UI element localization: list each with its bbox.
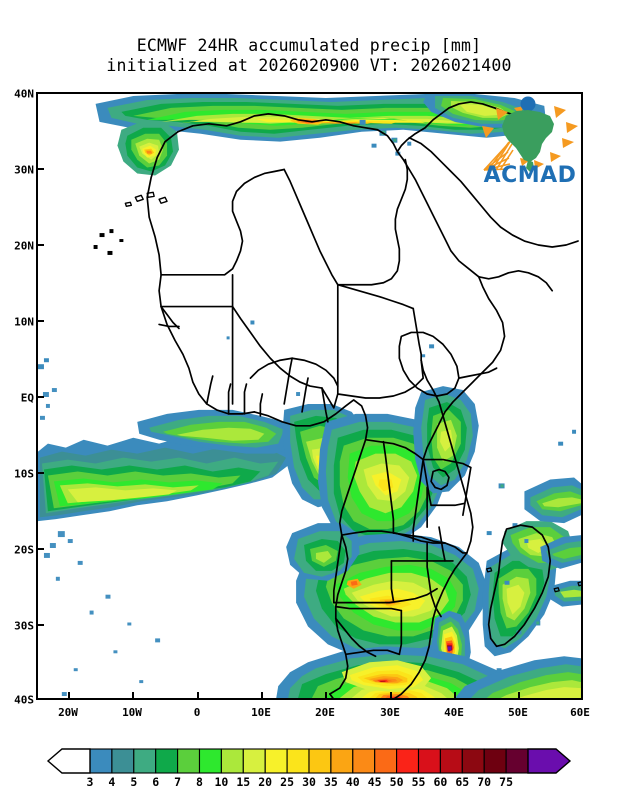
colorbar-segment: [155, 748, 179, 774]
colorbar-segment: [89, 748, 113, 774]
colorbar-segment: [220, 748, 244, 774]
colorbar-segment: [111, 748, 135, 774]
colorbar-label: 6: [152, 775, 160, 789]
colorbar-segment: [396, 748, 420, 774]
colorbar-segment: [286, 748, 310, 774]
colorbar-label: 5: [130, 775, 138, 789]
colorbar-segment: [352, 748, 376, 774]
xtick-50e: [518, 692, 520, 700]
colorbar-label: 15: [236, 775, 251, 789]
colorbar-segment: [417, 748, 441, 774]
map-plot-area: [36, 92, 583, 700]
logo-africa-tail-icon: [526, 160, 534, 172]
colorbar-label: 70: [477, 775, 492, 789]
ytick-eq: [36, 396, 44, 398]
xtick-label-20w: 20W: [58, 706, 78, 719]
colorbar-segment: [133, 748, 157, 774]
ytick-10s: [36, 472, 44, 474]
colorbar-segment: [264, 748, 288, 774]
colorbar-label: 60: [433, 775, 448, 789]
colorbar-label: 35: [323, 775, 338, 789]
xtick-label-40e: 40E: [444, 706, 464, 719]
ytick-40n: [36, 92, 44, 94]
ytick-10n: [36, 320, 44, 322]
colorbar-segment: [439, 748, 463, 774]
acmad-logo: ACMAD: [478, 96, 583, 188]
ytick-label-30n: 30N: [14, 163, 34, 177]
xtick-label-60e: 60E: [570, 706, 590, 719]
title-line-1: ECMWF 24HR accumulated precip [mm]: [136, 36, 482, 55]
colorbar-label: 4: [108, 775, 116, 789]
logo-fan-icon: [483, 139, 514, 171]
xtick-10w: [132, 692, 134, 700]
ytick-label-eq: EQ: [20, 391, 34, 405]
ytick-20s: [36, 548, 44, 550]
colorbar-segment: [483, 748, 507, 774]
colorbar-segment: [242, 748, 266, 774]
colorbar-label: 3: [86, 775, 94, 789]
ytick-20n: [36, 244, 44, 246]
latitude-axis: 40N 30N 20N 10N EQ 10S 20S 30S 40S: [0, 88, 34, 707]
colorbar-segment: [308, 748, 332, 774]
colorbar-label: 30: [302, 775, 316, 789]
ytick-label-40s: 40S: [14, 693, 34, 707]
xtick-20w: [68, 692, 70, 700]
colorbar: 3 4 5 6 7 8 10 15 20 25 30 35 40 45 50 55 60 65 70 75: [0, 748, 618, 792]
title-line-2: initialized at 2026020900 VT: 2026021400: [106, 56, 512, 76]
ytick-label-10n: 10N: [14, 315, 34, 329]
colorbar-label: 65: [455, 775, 470, 789]
colorbar-label: 20: [258, 775, 273, 789]
colorbar-segment: [505, 748, 529, 774]
logo-africa-icon: [502, 110, 554, 162]
xtick-40e: [454, 692, 456, 700]
xtick-label-10e: 10E: [251, 706, 271, 719]
colorbar-label: 7: [174, 775, 182, 789]
colorbar-label: 75: [499, 775, 514, 789]
xtick-30e: [390, 692, 392, 700]
logo-droplet-icon: [520, 96, 536, 112]
ytick-label-20s: 20S: [14, 543, 34, 557]
colorbar-segment: [374, 748, 398, 774]
colorbar-label: 25: [280, 775, 295, 789]
xtick-0: [197, 692, 199, 700]
colorbar-tick-labels: 3 4 5 6 7 8 10 15 20 25 30 35 40 45 50 55 60 65 70 75: [0, 774, 618, 792]
colorbar-label: 45: [367, 775, 382, 789]
colorbar-segment: [330, 748, 354, 774]
coastlines-and-borders: [124, 101, 581, 698]
ytick-label-20n: 20N: [14, 239, 34, 253]
ytick-label-30s: 30S: [14, 619, 34, 633]
colorbar-segment: [198, 748, 222, 774]
ytick-label-10s: 10S: [14, 467, 34, 481]
logo-wordmark: ACMAD: [484, 163, 577, 188]
xtick-label-0: 0: [193, 706, 201, 719]
xtick-20e: [325, 692, 327, 700]
ytick-30n: [36, 168, 44, 170]
colorbar-label: 40: [345, 775, 360, 789]
colorbar-over-arrow: [527, 748, 572, 774]
ytick-30s: [36, 624, 44, 626]
longitude-axis: 20W 10W 0 10E 20E 30E 40E 50E 60E: [36, 700, 590, 726]
precipitation-shading: [38, 94, 581, 698]
xtick-label-30e: 30E: [380, 706, 400, 719]
xtick-10e: [261, 692, 263, 700]
xtick-label-50e: 50E: [508, 706, 528, 719]
precipitation-map: [38, 94, 581, 698]
xtick-label-20e: 20E: [315, 706, 335, 719]
colorbar-under-arrow: [46, 748, 91, 774]
colorbar-segment: [177, 748, 201, 774]
colorbar-label: 10: [214, 775, 229, 789]
colorbar-label: 55: [411, 775, 426, 789]
colorbar-label: 8: [196, 775, 203, 789]
xtick-label-10w: 10W: [122, 706, 142, 719]
colorbar-strip: [46, 748, 572, 774]
ytick-label-40n: 40N: [14, 87, 34, 101]
figure-title: ECMWF 24HR accumulated precip [mm] initi…: [0, 36, 618, 76]
colorbar-segment: [461, 748, 485, 774]
colorbar-label: 50: [389, 775, 404, 789]
